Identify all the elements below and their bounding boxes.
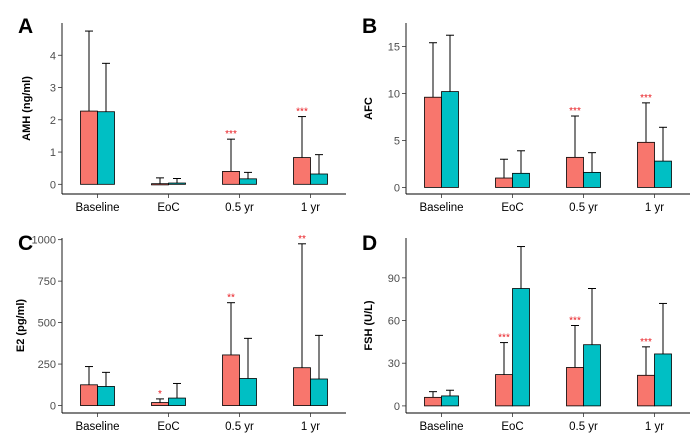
significance-marker: *** (640, 337, 652, 348)
panel-a: A AMH (ng/ml) 0 1 2 3 4 Baseline EoC 0.5 yr *** 1 … (18, 15, 346, 214)
y-tick-label: 15 (388, 41, 400, 53)
x-tick-label: 0.5 yr (225, 202, 254, 214)
x-tick-label: 0.5 yr (569, 421, 598, 433)
bar (566, 156, 584, 188)
y-axis-label: AFC (363, 97, 375, 120)
x-tick-label: Baseline (419, 421, 463, 433)
x-tick-label: EoC (157, 202, 179, 214)
x-tick-label: 0.5 yr (225, 421, 254, 433)
y-tick-label: 4 (50, 50, 56, 62)
bar (566, 367, 584, 407)
bar (310, 378, 328, 406)
significance-marker: ** (298, 234, 306, 245)
x-tick-label: 1 yr (301, 421, 320, 433)
significance-marker: * (158, 389, 162, 400)
panel-d: D FSH (U/L) 0 30 60 90 Baseline EoC *** 0.5 yr **… (362, 232, 690, 433)
bar (310, 173, 328, 185)
bar (222, 171, 240, 185)
x-tick-label: 1 yr (301, 202, 320, 214)
y-axis-label: AMH (ng/ml) (21, 76, 33, 141)
bar (168, 182, 186, 185)
bar (583, 171, 601, 188)
bar (222, 354, 240, 406)
bar (654, 353, 672, 407)
bar (168, 397, 186, 406)
y-tick-label: 30 (388, 358, 400, 370)
panel-c: C E2 (pg/ml) 0 250 500 750 1000 Baseline EoC * 0.… (15, 232, 346, 433)
significance-marker: *** (296, 107, 308, 118)
bar (97, 111, 115, 185)
y-tick-label: 1 (50, 147, 56, 159)
bar (97, 386, 115, 406)
significance-marker: ** (227, 293, 235, 304)
bar (637, 374, 655, 407)
bar (637, 141, 655, 188)
x-tick-label: EoC (501, 202, 523, 214)
y-tick-label: 3 (50, 83, 56, 95)
x-tick-label: Baseline (75, 202, 119, 214)
significance-marker: *** (569, 316, 581, 327)
y-tick-label: 0 (50, 401, 56, 413)
x-tick-label: 1 yr (645, 202, 664, 214)
y-tick-label: 90 (388, 273, 400, 285)
bar (654, 160, 672, 188)
y-tick-label: 0 (394, 401, 400, 413)
y-axis-label: E2 (pg/ml) (15, 299, 27, 353)
bar (424, 96, 442, 188)
bar (495, 177, 513, 188)
x-tick-label: Baseline (419, 202, 463, 214)
bar (512, 172, 530, 188)
bar (424, 396, 442, 407)
bar (495, 374, 513, 407)
bar (441, 91, 459, 188)
x-tick-label: EoC (501, 421, 523, 433)
bar (151, 402, 169, 406)
y-axis-label: FSH (U/L) (363, 300, 375, 350)
y-tick-label: 10 (388, 88, 400, 100)
bar (293, 157, 311, 185)
y-tick-label: 5 (394, 135, 400, 147)
significance-marker: *** (569, 106, 581, 117)
panel-letter-d: D (362, 232, 377, 255)
bar (151, 183, 169, 186)
y-tick-label: 0 (50, 179, 56, 191)
y-tick-label: 250 (38, 359, 56, 371)
bar (239, 178, 257, 185)
bar (441, 395, 459, 407)
panel-letter-b: B (362, 15, 377, 38)
bar (80, 384, 98, 406)
x-tick-label: 1 yr (645, 421, 664, 433)
y-tick-label: 0 (394, 182, 400, 194)
bar (239, 378, 257, 406)
bar (293, 367, 311, 406)
bar (583, 344, 601, 407)
panel-letter-a: A (18, 15, 33, 38)
bar (512, 288, 530, 407)
y-tick-label: 1000 (32, 235, 56, 247)
x-tick-label: 0.5 yr (569, 202, 598, 214)
bar (80, 110, 98, 185)
panel-b: B AFC 0 5 10 15 Baseline EoC 0.5 yr *** 1 yr *** (362, 15, 690, 214)
y-tick-label: 750 (38, 276, 56, 288)
y-tick-label: 500 (38, 318, 56, 330)
x-tick-label: EoC (157, 421, 179, 433)
significance-marker: *** (640, 93, 652, 104)
y-tick-label: 60 (388, 316, 400, 328)
significance-marker: *** (498, 333, 510, 344)
y-tick-label: 2 (50, 115, 56, 127)
significance-marker: *** (225, 129, 237, 140)
x-tick-label: Baseline (75, 421, 119, 433)
panel-letter-c: C (18, 232, 33, 255)
